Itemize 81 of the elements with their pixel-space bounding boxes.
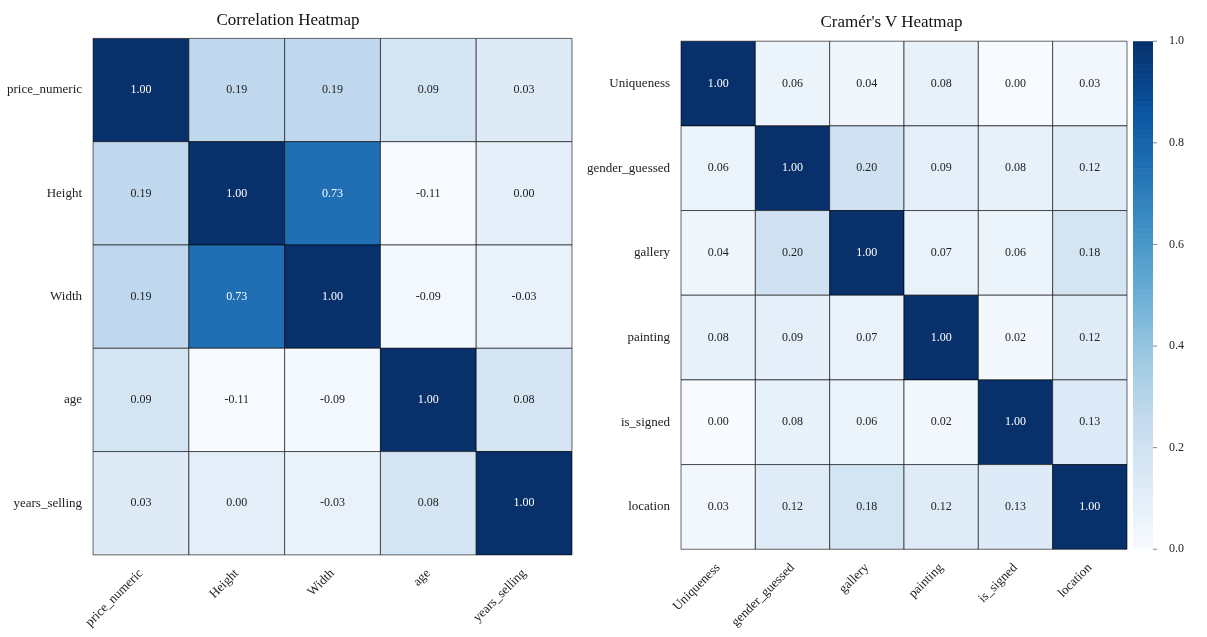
data-label: 1.00	[782, 160, 804, 175]
y-tick-label: price_numeric	[7, 81, 83, 97]
data-label: 1.00	[322, 288, 344, 303]
data-label: -0.03	[511, 288, 537, 303]
data-label: 0.12	[1079, 160, 1101, 175]
data-label: 0.19	[130, 288, 152, 303]
data-label: 0.00	[513, 185, 535, 200]
data-label: 0.02	[930, 414, 952, 429]
data-label: 0.09	[130, 392, 152, 407]
chart-title: Cramér's V Heatmap	[820, 12, 963, 32]
data-label: 0.73	[322, 185, 344, 200]
data-label: -0.09	[320, 392, 346, 407]
data-label: -0.11	[224, 392, 250, 407]
data-label: 0.19	[226, 82, 248, 97]
data-label: 1.00	[226, 185, 248, 200]
data-label: 0.13	[1079, 414, 1101, 429]
data-label: 1.00	[930, 329, 952, 344]
data-label: 0.04	[707, 245, 729, 260]
data-label: 0.19	[130, 185, 152, 200]
data-label: 0.08	[1005, 160, 1027, 175]
data-label: 1.00	[856, 245, 878, 260]
data-label: 0.07	[856, 329, 878, 344]
y-tick-label: gender_guessed	[587, 159, 671, 175]
data-label: 0.03	[513, 82, 535, 97]
data-label: 1.00	[130, 82, 152, 97]
data-label: 0.00	[707, 414, 729, 429]
data-label: 1.00	[1079, 499, 1101, 514]
color-bar-label: 0.8	[1169, 134, 1184, 149]
y-tick-label: gallery	[633, 244, 671, 260]
data-label: -0.11	[416, 185, 441, 200]
color-bar-label: 1.0	[1169, 33, 1184, 48]
data-label: -0.09	[415, 288, 441, 303]
data-label: 0.06	[782, 75, 804, 90]
data-label: 1.00	[417, 392, 439, 407]
data-label: 0.00	[1005, 75, 1027, 90]
color-bar-label: 0.6	[1169, 236, 1184, 251]
data-label: 0.09	[930, 160, 952, 175]
x-tick-label: age	[409, 565, 434, 589]
color-bar-label: 0.4	[1169, 338, 1184, 353]
data-label: 0.12	[1079, 329, 1101, 344]
data-label: 1.00	[707, 75, 729, 90]
data-label: 0.20	[782, 245, 804, 260]
y-tick-label: years_selling	[13, 494, 83, 510]
y-tick-label: is_signed	[620, 413, 671, 429]
data-label: 0.19	[322, 82, 344, 97]
data-label: -0.03	[320, 495, 346, 510]
y-tick-label: location	[628, 498, 671, 514]
data-label: 0.06	[1005, 245, 1027, 260]
data-label: 0.73	[226, 288, 248, 303]
data-label: 0.06	[856, 414, 878, 429]
data-label: 0.03	[1079, 75, 1101, 90]
y-tick-label: painting	[627, 328, 671, 344]
data-label: 0.18	[856, 499, 878, 514]
data-label: 0.09	[417, 82, 439, 97]
data-label: 0.03	[130, 495, 152, 510]
data-label: 1.00	[1005, 414, 1027, 429]
chart-title: Correlation Heatmap	[216, 9, 360, 29]
data-label: 0.08	[930, 75, 952, 90]
color-bar-label: 0.0	[1169, 541, 1184, 556]
data-label: 0.07	[930, 245, 952, 260]
data-label: 0.08	[707, 329, 729, 344]
data-label: 0.00	[226, 495, 248, 510]
data-label: 0.18	[1079, 245, 1101, 260]
data-label: 0.12	[782, 499, 804, 514]
data-label: 0.08	[782, 414, 804, 429]
data-label: 0.02	[1005, 329, 1027, 344]
data-label: 0.12	[930, 499, 952, 514]
data-label: 0.09	[782, 329, 804, 344]
color-bar-label: 0.2	[1169, 439, 1184, 454]
data-label: 0.08	[417, 495, 439, 510]
y-tick-label: age	[64, 391, 83, 407]
data-label: 0.08	[513, 392, 535, 407]
data-label: 0.20	[856, 160, 878, 175]
y-tick-label: Height	[46, 184, 83, 200]
data-label: 0.03	[707, 499, 729, 514]
data-label: 1.00	[513, 495, 535, 510]
data-label: 0.06	[707, 160, 729, 175]
data-label: 0.13	[1005, 499, 1027, 514]
data-label: 0.04	[856, 75, 878, 90]
y-tick-label: Width	[50, 288, 83, 304]
y-tick-label: Uniqueness	[609, 74, 671, 90]
